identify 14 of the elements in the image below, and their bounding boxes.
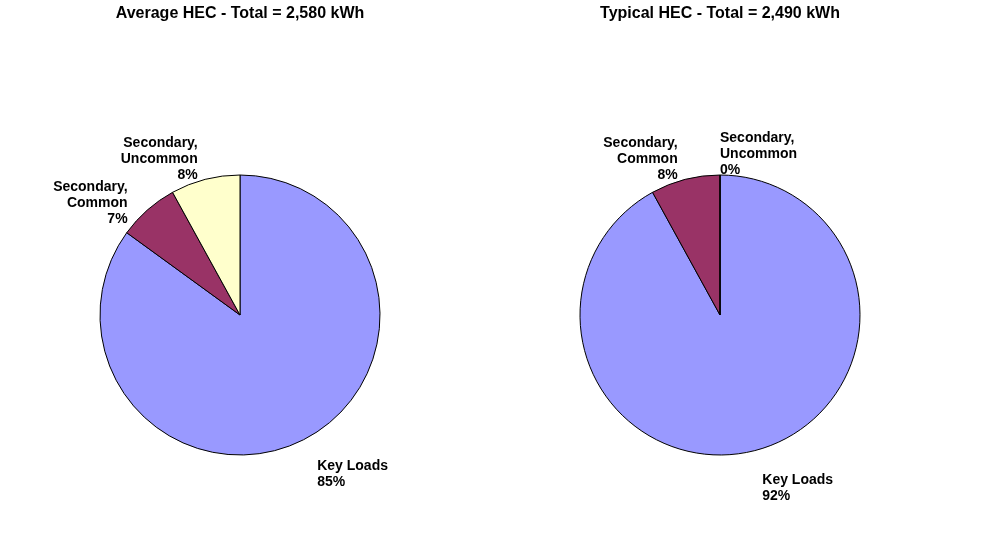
slice-label: Secondary, Common <box>603 134 678 167</box>
category-label: Secondary, Uncommon <box>720 129 797 161</box>
slice-label: Secondary, Uncommon <box>120 134 198 167</box>
data-label: 8% <box>177 166 199 183</box>
slice-label: Secondary, Common <box>53 178 128 211</box>
chart-title: Typical HEC - Total = 2,490 kWh <box>600 4 840 21</box>
slice-label: Key Loads <box>762 470 834 487</box>
data-label: 7% <box>107 210 129 227</box>
data-label: 92% <box>762 486 791 503</box>
text: 0% <box>720 161 741 177</box>
data-label: 8% <box>657 166 679 183</box>
data-label: 85% <box>317 473 346 490</box>
slice-label: Key Loads <box>317 457 389 474</box>
chart-title: Average HEC - Total = 2,580 kWh <box>115 4 365 21</box>
